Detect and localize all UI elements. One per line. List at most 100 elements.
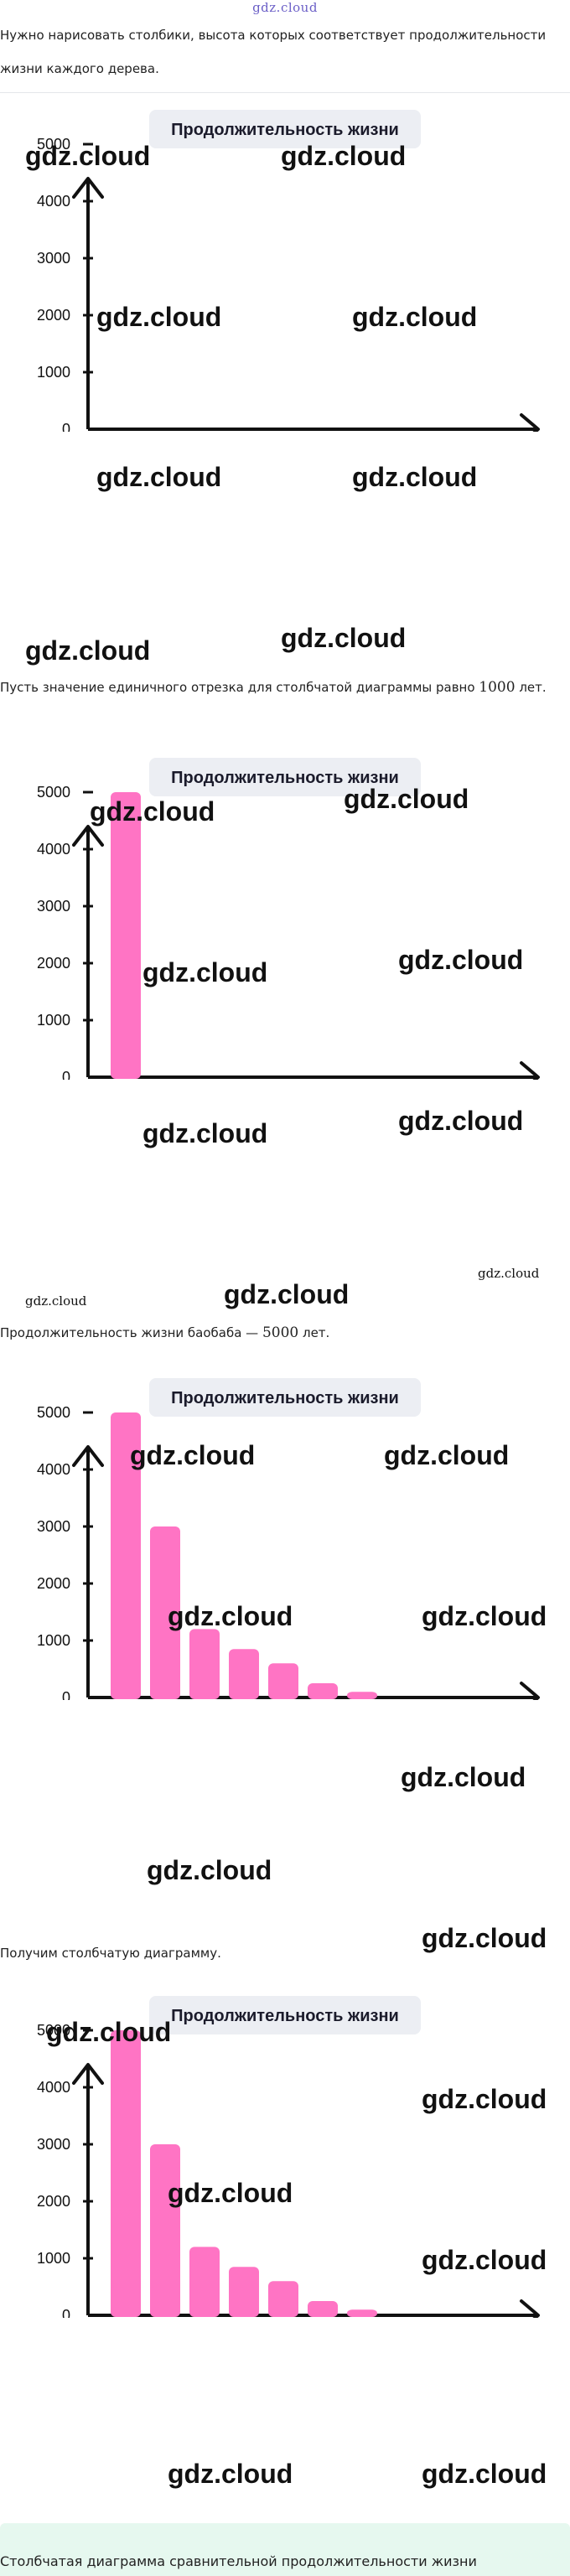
watermark-text: gdz.cloud (46, 2017, 172, 2047)
y-tick-label: 5000 (37, 1404, 70, 1421)
watermark-text: gdz.cloud (90, 796, 215, 827)
y-axis-arrow (72, 825, 104, 847)
watermark-text: gdz.cloud (25, 635, 151, 666)
bar (189, 1629, 220, 1699)
result-paragraph: Получим столбчатую диаграмму. (0, 1946, 221, 1961)
unit-value: 1000 (479, 679, 516, 696)
bar-chart: Продолжительность жизни 0 1000 2000 3000 4000… (37, 110, 540, 432)
y-tick-label: 2000 (37, 1575, 70, 1592)
y-tick-label: 3000 (37, 2136, 70, 2153)
y-tick-label: 4000 (37, 2079, 70, 2096)
watermark-text: gdz.cloud (422, 1923, 547, 1953)
y-tick-label: 1000 (37, 1012, 70, 1029)
y-tick-label: 3000 (37, 898, 70, 915)
y-tick-label: 3000 (37, 1518, 70, 1535)
y-tick-label: 1000 (37, 2250, 70, 2267)
bar (347, 2309, 377, 2317)
chart-final: Продолжительность жизни 0 1000 2000 3000 4000… (0, 1991, 570, 2318)
bar (268, 1663, 298, 1699)
bar (308, 2301, 338, 2317)
y-tick-label: 4000 (37, 1461, 70, 1478)
y-tick-label: 2000 (37, 307, 70, 324)
y-tick-label: 1000 (37, 364, 70, 381)
bar (111, 2030, 141, 2317)
intro-paragraph: Нужно нарисовать столбики, высота которы… (0, 28, 547, 76)
bar (229, 1649, 259, 1699)
chart-baobab: Продолжительность жизни 0 1000 2000 3000 4000… (0, 753, 570, 1080)
watermark-text: gdz.cloud (142, 1118, 268, 1148)
watermark-text: gdz.cloud (422, 2245, 547, 2275)
bar (308, 1683, 338, 1699)
unit-paragraph: Пусть значение единичного отрезка для ст… (0, 671, 563, 704)
top-watermark: gdz.cloud (252, 0, 318, 15)
y-tick-label: 3000 (37, 250, 70, 267)
bar (150, 1526, 180, 1699)
chart-title-pill (149, 1378, 421, 1417)
watermark-text: gdz.cloud (384, 1440, 510, 1470)
chart-title: Продолжительность жизни (171, 121, 399, 139)
bar (229, 2267, 259, 2317)
y-axis-arrow (72, 1445, 104, 1467)
y-axis-arrow (72, 177, 104, 199)
y-tick-label: 0 (62, 1069, 70, 1080)
bar-chart: Продолжительность жизни 0 1000 2000 3000 4000… (37, 1996, 540, 2318)
chart-title: Продолжительность жизни (171, 769, 399, 787)
watermark-text: gdz.cloud (401, 1762, 526, 1792)
chart-title-pill (149, 758, 421, 796)
y-tick-label: 0 (62, 421, 70, 432)
y-tick-label: 0 (62, 1689, 70, 1700)
y-tick-label: 2000 (37, 955, 70, 972)
bar-chart: Продолжительность жизни 0 1000 2000 3000 4000… (37, 1378, 540, 1700)
watermark-text: gdz.cloud (96, 302, 222, 332)
watermark-text: gdz.cloud (422, 2459, 547, 2489)
y-tick-label: 0 (62, 2307, 70, 2318)
bar (189, 2247, 220, 2317)
baobab-paragraph: Продолжительность жизни баобаба — 5000 л… (0, 1316, 563, 1350)
watermark-text: gdz.cloud (398, 945, 524, 975)
watermark-text: gdz.cloud (168, 1601, 293, 1631)
watermark-small: gdz.cloud (25, 1293, 87, 1309)
watermark-text: gdz.cloud (422, 1601, 547, 1631)
chart-empty: Продолжительность жизни 0 1000 2000 3000 4000… (0, 105, 570, 432)
y-axis-arrow (72, 2063, 104, 2085)
watermark-text: gdz.cloud (25, 141, 151, 171)
watermark-text: gdz.cloud (398, 1106, 524, 1136)
watermark-text: gdz.cloud (344, 784, 469, 814)
baobab-text-prefix: Продолжительность жизни баобаба — (0, 1325, 262, 1340)
chart-title-pill (149, 1996, 421, 2034)
y-tick-label: 4000 (37, 193, 70, 210)
y-tick-label: 5000 (37, 136, 70, 153)
x-axis-arrow (520, 1061, 540, 1080)
bar (111, 1412, 141, 1699)
bar-chart: Продолжительность жизни 0 1000 2000 3000 4000… (37, 758, 540, 1080)
watermark-text: gdz.cloud (168, 2178, 293, 2208)
section-divider (0, 92, 570, 93)
conclusion-box: Столбчатая диаграмма сравнительной продо… (0, 2523, 570, 2576)
bar (268, 2281, 298, 2317)
chart-title-pill (149, 110, 421, 148)
unit-text-suffix: лет. (515, 680, 547, 695)
y-tick-label: 5000 (37, 2022, 70, 2039)
bar (150, 2144, 180, 2317)
bar (111, 792, 141, 1079)
y-tick-label: 2000 (37, 2193, 70, 2210)
watermark-text: gdz.cloud (352, 462, 478, 492)
x-axis-arrow (520, 413, 540, 432)
chart-full: Продолжительность жизни 0 1000 2000 3000 4000… (0, 1373, 570, 1700)
y-tick-label: 1000 (37, 1632, 70, 1649)
baobab-text-suffix: лет. (298, 1325, 330, 1340)
watermark-text: gdz.cloud (96, 462, 222, 492)
unit-text-prefix: Пусть значение единичного отрезка для ст… (0, 680, 479, 695)
watermark-small: gdz.cloud (478, 1266, 540, 1281)
baobab-value: 5000 (262, 1324, 299, 1341)
watermark-text: gdz.cloud (281, 623, 407, 653)
chart-title: Продолжительность жизни (171, 1389, 399, 1407)
y-tick-label: 4000 (37, 841, 70, 858)
conclusion-text: Столбчатая диаграмма сравнительной продо… (0, 2553, 477, 2569)
y-tick-label: 5000 (37, 784, 70, 801)
watermark-text: gdz.cloud (422, 2084, 547, 2114)
watermark-text: gdz.cloud (130, 1440, 256, 1470)
watermark-text: gdz.cloud (352, 302, 478, 332)
watermark-text: gdz.cloud (142, 957, 268, 987)
watermark-text: gdz.cloud (224, 1279, 350, 1309)
